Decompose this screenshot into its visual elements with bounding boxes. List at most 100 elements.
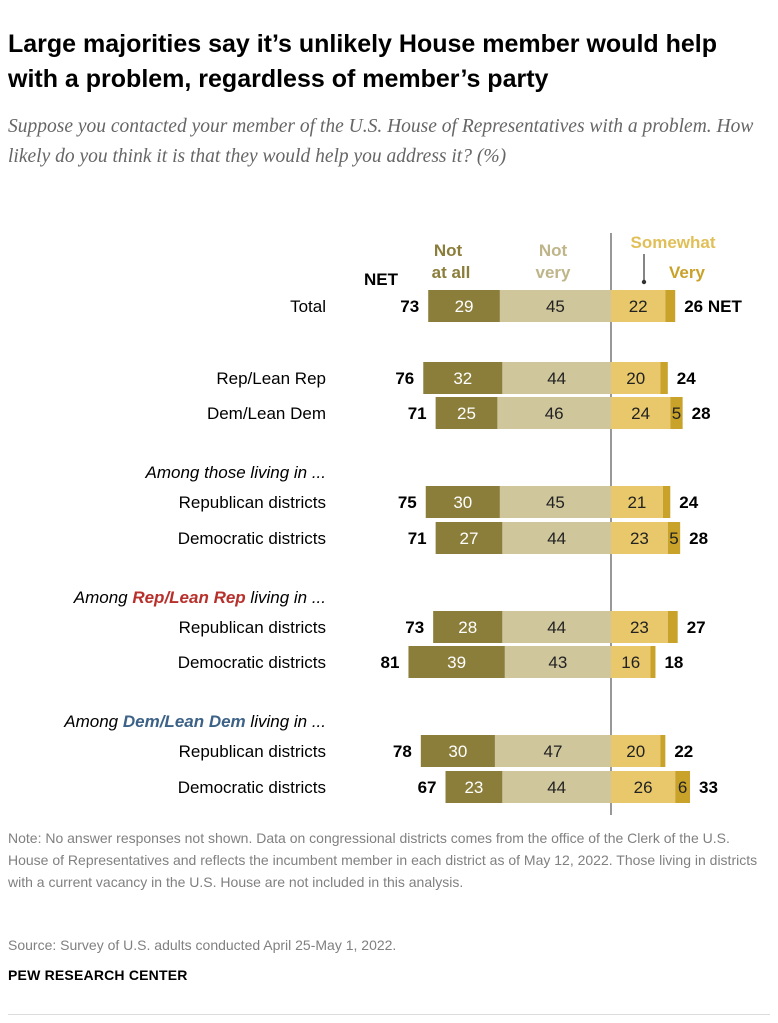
bar-not-at-all-4 — [435, 522, 503, 554]
bar-not-at-all-label-4: 27 — [460, 529, 479, 548]
net-likely-1: 24 — [677, 369, 696, 388]
row-label-2: Dem/Lean Dem — [207, 404, 326, 423]
section-heading-4: Among Dem/Lean Dem living in ... — [63, 712, 326, 731]
footer-divider — [8, 1014, 770, 1015]
bar-not-at-all-label-8: 23 — [464, 778, 483, 797]
chart-note: Note: No answer responses not shown. Dat… — [8, 830, 758, 890]
bar-very-5 — [667, 611, 678, 643]
bar-not-at-all-5 — [433, 611, 503, 643]
bar-not-at-all-3 — [425, 486, 500, 518]
bar-somewhat-label-7: 20 — [626, 742, 645, 761]
bar-not-very-label-7: 47 — [543, 742, 562, 761]
diverging-bar-chart: Not at all Not very Somewhat Very NET Among tho… — [63, 233, 742, 815]
bar-very-7 — [660, 735, 666, 767]
bar-not-very-label-2: 46 — [545, 404, 564, 423]
bar-somewhat-8 — [611, 771, 676, 803]
row-label-5: Republican districts — [179, 618, 326, 637]
chart-source: Source: Survey of U.S. adults conducted … — [8, 937, 397, 953]
bar-very-3 — [662, 486, 671, 518]
net-unlikely-5: 73 — [405, 618, 424, 637]
bar-not-very-2 — [497, 397, 611, 429]
net-likely-6: 18 — [664, 653, 683, 672]
bar-somewhat-6 — [611, 646, 651, 678]
row-label-1: Rep/Lean Rep — [216, 369, 326, 388]
bar-not-very-5 — [502, 611, 611, 643]
bar-very-label-2: 5 — [672, 404, 681, 423]
bar-somewhat-label-1: 20 — [626, 369, 645, 388]
net-unlikely-2: 71 — [408, 404, 427, 423]
bar-not-very-label-3: 45 — [546, 493, 565, 512]
net-likely-7: 22 — [674, 742, 693, 761]
bar-not-very-label-6: 43 — [548, 653, 567, 672]
row-label-7: Republican districts — [179, 742, 326, 761]
bar-not-at-all-1 — [423, 362, 503, 394]
section-heading-part: living in ... — [246, 712, 326, 731]
header-very: Very — [669, 263, 705, 282]
row-label-8: Democratic districts — [178, 778, 326, 797]
section-heading-part: living in ... — [246, 588, 326, 607]
bar-not-at-all-label-2: 25 — [457, 404, 476, 423]
header-net: NET — [364, 270, 399, 289]
net-unlikely-3: 75 — [398, 493, 417, 512]
net-unlikely-7: 78 — [393, 742, 412, 761]
net-likely-5: 27 — [687, 618, 706, 637]
net-likely-0: 26 NET — [684, 297, 742, 316]
bar-somewhat-label-0: 22 — [629, 297, 648, 316]
bar-very-1 — [660, 362, 668, 394]
bar-somewhat-label-4: 23 — [630, 529, 649, 548]
bar-very-0 — [665, 290, 676, 322]
header-not-very-line2: very — [536, 263, 572, 282]
bar-not-at-all-label-3: 30 — [453, 493, 472, 512]
bar-very-label-8: 6 — [678, 778, 687, 797]
section-heading-3: Among Rep/Lean Rep living in ... — [73, 588, 326, 607]
bar-somewhat-2 — [611, 397, 671, 429]
bar-not-very-3 — [499, 486, 611, 518]
net-likely-2: 28 — [692, 404, 711, 423]
net-unlikely-0: 73 — [400, 297, 419, 316]
net-likely-4: 28 — [689, 529, 708, 548]
bar-not-very-label-4: 44 — [547, 529, 566, 548]
bar-not-very-7 — [494, 735, 611, 767]
bar-somewhat-0 — [611, 290, 666, 322]
header-somewhat: Somewhat — [630, 233, 715, 252]
bar-not-very-0 — [499, 290, 611, 322]
net-likely-3: 24 — [679, 493, 698, 512]
bar-not-very-label-0: 45 — [546, 297, 565, 316]
row-label-6: Democratic districts — [178, 653, 326, 672]
bar-somewhat-label-8: 26 — [634, 778, 653, 797]
bar-somewhat-3 — [611, 486, 663, 518]
bar-very-6 — [650, 646, 656, 678]
bar-not-at-all-label-6: 39 — [447, 653, 466, 672]
row-label-0: Total — [290, 297, 326, 316]
bar-not-at-all-8 — [445, 771, 503, 803]
bar-somewhat-label-6: 16 — [621, 653, 640, 672]
net-unlikely-4: 71 — [408, 529, 427, 548]
section-heading-2: Among those living in ... — [145, 463, 326, 482]
header-not-at-all-line1: Not — [434, 241, 463, 260]
chart-title: Large majorities say it’s unlikely House… — [8, 30, 718, 93]
bar-not-at-all-0 — [428, 290, 500, 322]
bar-somewhat-1 — [611, 362, 661, 394]
bar-somewhat-label-5: 23 — [630, 618, 649, 637]
bar-very-8 — [675, 771, 691, 803]
header-not-very-line1: Not — [539, 241, 568, 260]
bar-not-at-all-label-7: 30 — [448, 742, 467, 761]
row-label-4: Democratic districts — [178, 529, 326, 548]
row-label-3: Republican districts — [179, 493, 326, 512]
header-not-at-all-line2: at all — [432, 263, 471, 282]
bar-somewhat-label-3: 21 — [627, 493, 646, 512]
section-heading-part: Rep/Lean Rep — [132, 588, 245, 607]
bar-not-at-all-label-5: 28 — [458, 618, 477, 637]
section-heading-part: Dem/Lean Dem — [123, 712, 246, 731]
bar-not-very-label-1: 44 — [547, 369, 566, 388]
bar-very-2 — [670, 397, 683, 429]
section-heading-part: Among those living in ... — [145, 463, 326, 482]
section-heading-part: Among — [73, 588, 133, 607]
bar-not-very-label-5: 44 — [547, 618, 566, 637]
bar-not-very-4 — [502, 522, 611, 554]
bar-very-label-4: 5 — [669, 529, 678, 548]
net-likely-8: 33 — [699, 778, 718, 797]
somewhat-pointer-dot — [641, 279, 647, 285]
net-unlikely-8: 67 — [418, 778, 437, 797]
bar-not-very-label-8: 44 — [547, 778, 566, 797]
